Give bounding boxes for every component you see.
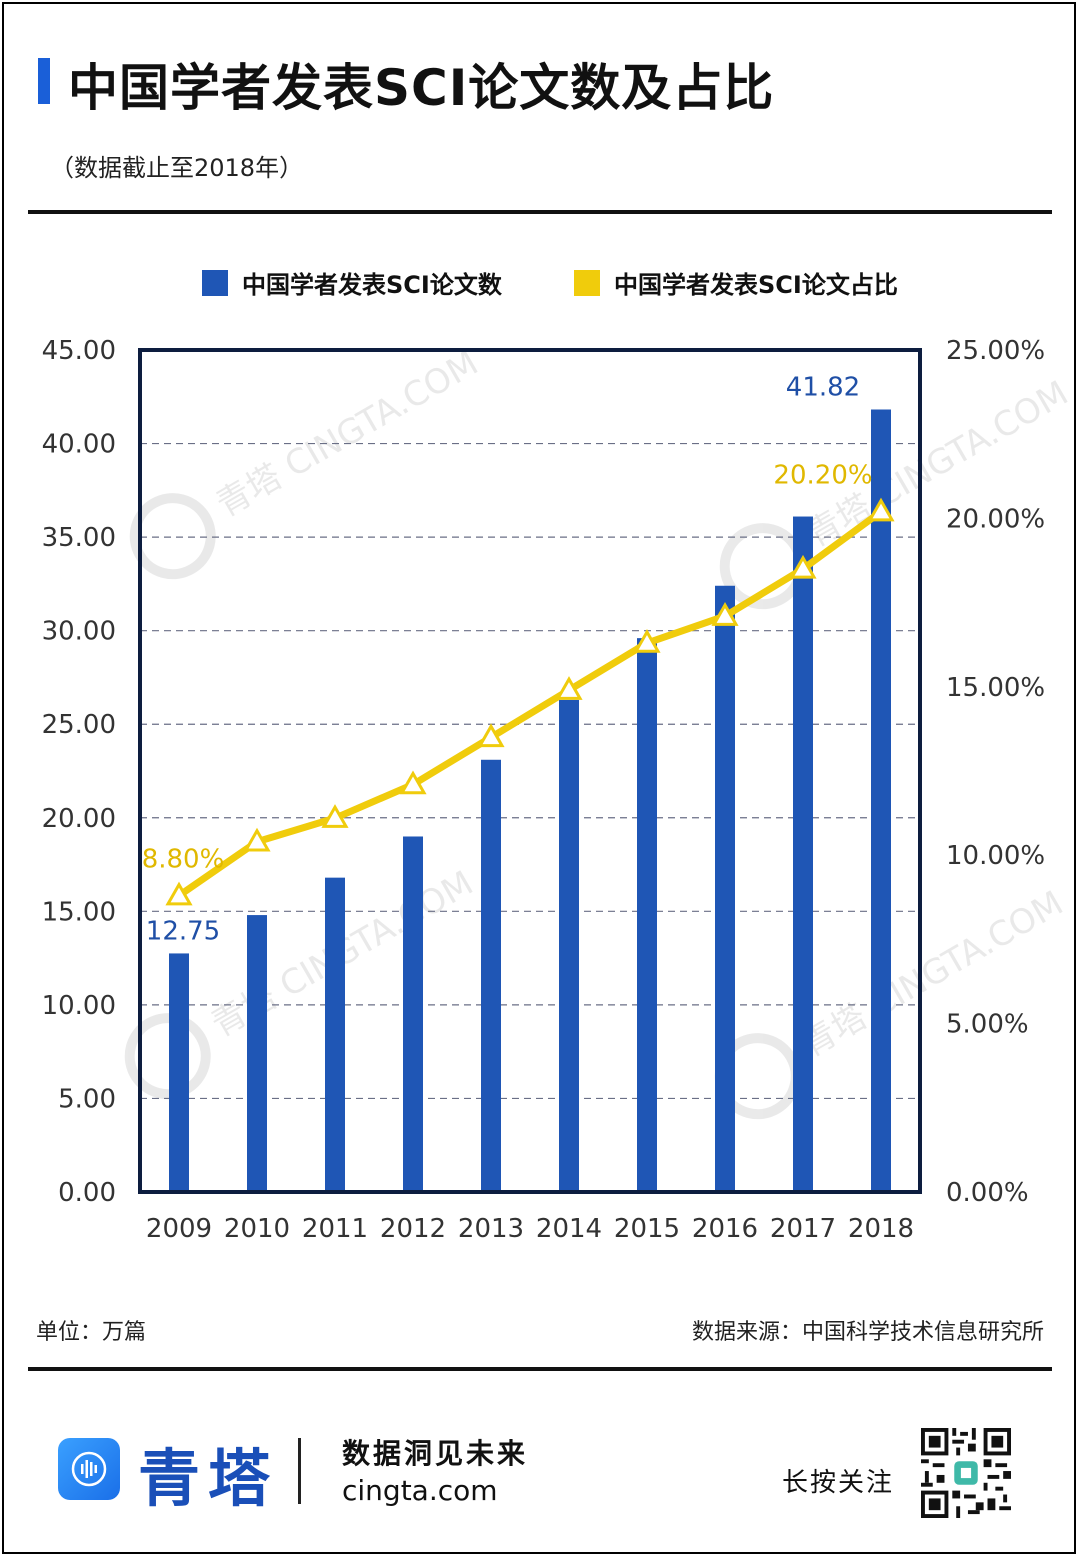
right-axis-tick-label: 25.00% (946, 336, 1045, 366)
x-axis-tick-label: 2014 (536, 1214, 602, 1244)
svg-text:青塔 CINGTA.COM: 青塔 CINGTA.COM (210, 343, 485, 525)
bar (481, 759, 501, 1192)
left-axis-tick-label: 15.00 (42, 897, 116, 927)
unit-note: 单位：万篇 (36, 1320, 147, 1345)
bar (715, 585, 735, 1192)
brand-slogan: 数据洞见未来 (342, 1437, 529, 1470)
x-axis-tick-label: 2012 (380, 1214, 446, 1244)
left-axis-tick-label: 35.00 (42, 523, 116, 553)
line-marker (555, 676, 583, 700)
plot-frame (138, 348, 922, 1194)
svg-text:青塔 CINGTA.COM: 青塔 CINGTA.COM (795, 883, 1070, 1065)
header-divider (28, 210, 1052, 214)
chart-title: 中国学者发表SCI论文数及占比 (68, 59, 775, 117)
x-axis-tick-label: 2010 (224, 1214, 290, 1244)
bar (169, 953, 189, 1192)
bar (637, 638, 657, 1192)
follow-prompt: 长按关注 (782, 1468, 895, 1498)
left-axis-tick-label: 30.00 (42, 617, 116, 647)
right-axis-tick-label: 10.00% (946, 841, 1045, 871)
data-label: 8.80% (142, 845, 225, 875)
bar (403, 836, 423, 1192)
legend-label-share: 中国学者发表SCI论文占比 (614, 271, 898, 299)
x-axis-tick-label: 2009 (146, 1214, 212, 1244)
x-axis-tick-label: 2011 (302, 1214, 368, 1244)
bar (247, 915, 267, 1192)
line-marker (711, 602, 739, 626)
brand-site-link[interactable]: cingta.com (342, 1474, 498, 1507)
watermark: 青塔 CINGTA.COM (714, 883, 1070, 1120)
right-axis-tick-label: 20.00% (946, 504, 1045, 534)
x-axis-tick-label: 2017 (770, 1214, 836, 1244)
legend-item-count: 中国学者发表SCI论文数 (202, 265, 502, 300)
data-label: 20.20% (773, 461, 872, 491)
legend-item-share: 中国学者发表SCI论文占比 (574, 265, 898, 300)
bar (793, 516, 813, 1192)
watermark: 青塔 CINGTA.COM (129, 343, 485, 580)
legend-label-count: 中国学者发表SCI论文数 (242, 271, 502, 299)
data-label: 12.75 (146, 916, 220, 946)
x-axis-tick-label: 2018 (848, 1214, 914, 1244)
bar (559, 699, 579, 1192)
brand-logo-icon (58, 1438, 120, 1500)
x-axis-tick-label: 2013 (458, 1214, 524, 1244)
brand-separator (298, 1438, 301, 1504)
line-marker (165, 881, 193, 906)
right-axis-tick-label: 0.00% (946, 1178, 1029, 1208)
x-axis-tick-label: 2016 (692, 1214, 758, 1244)
share-line (175, 508, 885, 900)
line-marker (477, 723, 505, 748)
line-marker (243, 827, 271, 852)
chart-subtitle: （数据截止至2018年） (50, 154, 304, 182)
chart-legend: 中国学者发表SCI论文数 中国学者发表SCI论文占比 (0, 265, 1080, 305)
left-axis-tick-label: 20.00 (42, 804, 116, 834)
title-accent-bar (38, 58, 50, 104)
source-note: 数据来源：中国科学技术信息研究所 (691, 1320, 1044, 1345)
left-axis-tick-label: 10.00 (42, 991, 116, 1021)
bar (325, 877, 345, 1192)
line-marker (633, 628, 661, 653)
brand-name: 青塔 (138, 1442, 279, 1515)
left-axis-tick-label: 25.00 (42, 710, 116, 740)
legend-swatch-share (574, 269, 600, 296)
legend-swatch-count (202, 269, 228, 296)
right-axis-tick-label: 15.00% (946, 673, 1045, 703)
left-axis-tick-label: 40.00 (42, 430, 116, 460)
right-axis-tick-label: 5.00% (946, 1010, 1029, 1040)
footer-divider (28, 1367, 1052, 1371)
line-marker (789, 554, 817, 579)
left-axis-tick-label: 5.00 (58, 1084, 116, 1114)
qr-code-icon[interactable] (920, 1428, 1012, 1518)
watermark: 青塔 CINGTA.COM (719, 373, 1075, 610)
left-axis-tick-label: 0.00 (58, 1178, 116, 1208)
bar (871, 409, 891, 1192)
line-marker (867, 497, 895, 522)
data-label: 41.82 (786, 373, 860, 403)
line-marker (321, 804, 349, 828)
x-axis-tick-label: 2015 (614, 1214, 680, 1244)
line-marker (399, 770, 427, 795)
left-axis-tick-label: 45.00 (42, 336, 116, 366)
